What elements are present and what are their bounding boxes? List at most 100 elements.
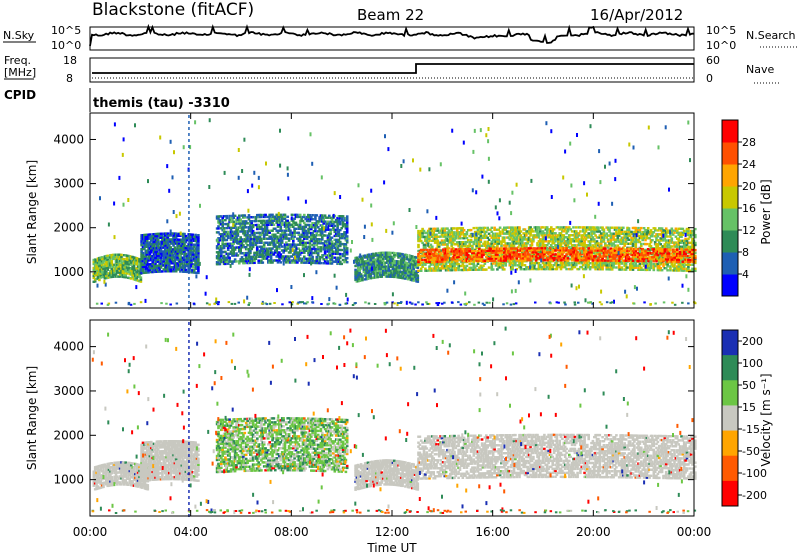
data-cell xyxy=(539,228,542,231)
data-cell xyxy=(278,223,281,226)
data-cell xyxy=(243,252,247,255)
data-cell xyxy=(121,263,125,267)
data-cell xyxy=(326,244,330,247)
data-cell xyxy=(145,257,149,260)
data-cell xyxy=(246,216,249,219)
data-cell xyxy=(634,240,638,244)
data-cell xyxy=(243,232,247,235)
data-cell xyxy=(598,262,602,265)
data-cell xyxy=(242,260,245,263)
data-cell xyxy=(250,237,253,241)
data-cell xyxy=(251,216,255,219)
data-cell xyxy=(393,259,396,263)
data-cell xyxy=(431,235,434,238)
data-cell xyxy=(464,268,467,272)
data-cell xyxy=(183,250,186,254)
data-cell xyxy=(303,227,306,231)
data-cell xyxy=(128,255,132,258)
data-cell xyxy=(498,266,502,269)
data-cell xyxy=(369,277,373,280)
data-cell xyxy=(417,237,420,241)
data-cell xyxy=(381,255,385,258)
data-cell xyxy=(286,223,289,226)
data-cell xyxy=(279,233,283,236)
data-cell xyxy=(630,260,633,263)
data-cell xyxy=(328,256,331,259)
data-cell xyxy=(307,229,310,233)
data-cell xyxy=(250,227,253,231)
data-cell xyxy=(547,234,550,237)
nsearch-label: N.Search xyxy=(746,29,796,42)
data-cell xyxy=(515,242,518,245)
data-cell xyxy=(637,264,640,267)
data-cell xyxy=(323,226,327,229)
data-cell xyxy=(287,225,291,228)
data-cell xyxy=(235,260,238,263)
data-cell xyxy=(159,256,163,259)
data-cell xyxy=(311,218,314,221)
data-cell xyxy=(148,235,152,238)
data-cell xyxy=(191,235,195,238)
data-cell xyxy=(398,268,402,271)
data-cell xyxy=(475,246,478,250)
data-cell xyxy=(197,243,200,247)
data-cell xyxy=(648,250,651,254)
data-cell xyxy=(180,266,184,269)
data-cell xyxy=(180,246,184,249)
data-cell xyxy=(501,228,505,231)
data-cell xyxy=(483,248,487,251)
data-cell xyxy=(197,257,200,261)
data-cell xyxy=(630,232,633,236)
data-cell xyxy=(404,253,407,256)
data-cell xyxy=(99,266,102,269)
data-cell xyxy=(247,214,251,217)
data-cell xyxy=(170,256,174,259)
data-cell xyxy=(359,263,363,266)
data-cell xyxy=(226,256,230,259)
data-cell xyxy=(138,258,141,261)
data-cell xyxy=(369,275,373,278)
data-cell xyxy=(233,234,237,237)
data-cell xyxy=(102,265,105,268)
data-cell xyxy=(547,240,550,243)
data-cell xyxy=(145,267,149,270)
data-cell xyxy=(480,268,484,271)
data-cell xyxy=(297,255,301,258)
data-cell xyxy=(322,262,325,265)
data-cell xyxy=(238,214,241,217)
data-cell xyxy=(141,271,145,275)
data-cell xyxy=(151,270,154,274)
data-cell xyxy=(107,274,111,277)
data-cell xyxy=(260,239,263,242)
data-cell xyxy=(269,217,273,220)
data-cell xyxy=(232,248,235,251)
data-cell xyxy=(569,267,572,271)
data-cell xyxy=(587,264,590,267)
data-cell xyxy=(150,235,153,238)
data-cell xyxy=(217,255,220,258)
data-cell xyxy=(242,216,245,219)
data-cell xyxy=(472,268,476,271)
data-cell xyxy=(139,278,143,281)
data-cell xyxy=(442,267,445,270)
data-cell xyxy=(523,228,527,231)
data-cell xyxy=(272,239,276,242)
data-cell xyxy=(225,256,229,259)
data-cell xyxy=(473,238,477,242)
data-cell xyxy=(573,244,577,247)
data-cell xyxy=(264,213,267,217)
data-cell xyxy=(460,231,463,234)
data-cell xyxy=(166,268,170,271)
data-cell xyxy=(483,240,487,243)
data-cell xyxy=(319,242,323,245)
data-cell xyxy=(218,233,222,236)
data-cell xyxy=(154,256,157,260)
data-cell xyxy=(322,234,325,237)
data-cell xyxy=(597,266,600,269)
data-cell xyxy=(192,245,196,248)
data-cell xyxy=(444,227,448,230)
data-cell xyxy=(260,253,263,256)
data-cell xyxy=(265,225,269,228)
data-cell xyxy=(375,270,378,273)
